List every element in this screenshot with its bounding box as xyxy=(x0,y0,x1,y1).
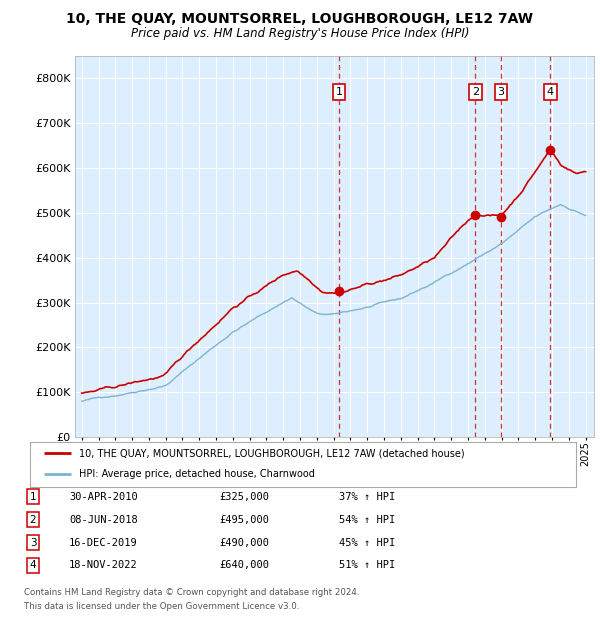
Text: 3: 3 xyxy=(29,538,37,547)
Text: £495,000: £495,000 xyxy=(219,515,269,525)
Text: 2: 2 xyxy=(29,515,37,525)
Text: 54% ↑ HPI: 54% ↑ HPI xyxy=(339,515,395,525)
Text: 1: 1 xyxy=(336,87,343,97)
Text: This data is licensed under the Open Government Licence v3.0.: This data is licensed under the Open Gov… xyxy=(24,602,299,611)
Text: 37% ↑ HPI: 37% ↑ HPI xyxy=(339,492,395,502)
Text: 4: 4 xyxy=(29,560,37,570)
Text: HPI: Average price, detached house, Charnwood: HPI: Average price, detached house, Char… xyxy=(79,469,315,479)
Text: 3: 3 xyxy=(497,87,505,97)
Text: £640,000: £640,000 xyxy=(219,560,269,570)
Text: 1: 1 xyxy=(29,492,37,502)
Text: 10, THE QUAY, MOUNTSORREL, LOUGHBOROUGH, LE12 7AW (detached house): 10, THE QUAY, MOUNTSORREL, LOUGHBOROUGH,… xyxy=(79,448,465,458)
Text: 51% ↑ HPI: 51% ↑ HPI xyxy=(339,560,395,570)
Text: 16-DEC-2019: 16-DEC-2019 xyxy=(69,538,138,547)
Text: 2: 2 xyxy=(472,87,479,97)
Text: 08-JUN-2018: 08-JUN-2018 xyxy=(69,515,138,525)
Text: 30-APR-2010: 30-APR-2010 xyxy=(69,492,138,502)
Text: Price paid vs. HM Land Registry's House Price Index (HPI): Price paid vs. HM Land Registry's House … xyxy=(131,27,469,40)
Text: 18-NOV-2022: 18-NOV-2022 xyxy=(69,560,138,570)
Text: Contains HM Land Registry data © Crown copyright and database right 2024.: Contains HM Land Registry data © Crown c… xyxy=(24,588,359,598)
Text: 45% ↑ HPI: 45% ↑ HPI xyxy=(339,538,395,547)
Text: £490,000: £490,000 xyxy=(219,538,269,547)
Text: 10, THE QUAY, MOUNTSORREL, LOUGHBOROUGH, LE12 7AW: 10, THE QUAY, MOUNTSORREL, LOUGHBOROUGH,… xyxy=(67,12,533,27)
Text: £325,000: £325,000 xyxy=(219,492,269,502)
Text: 4: 4 xyxy=(547,87,554,97)
